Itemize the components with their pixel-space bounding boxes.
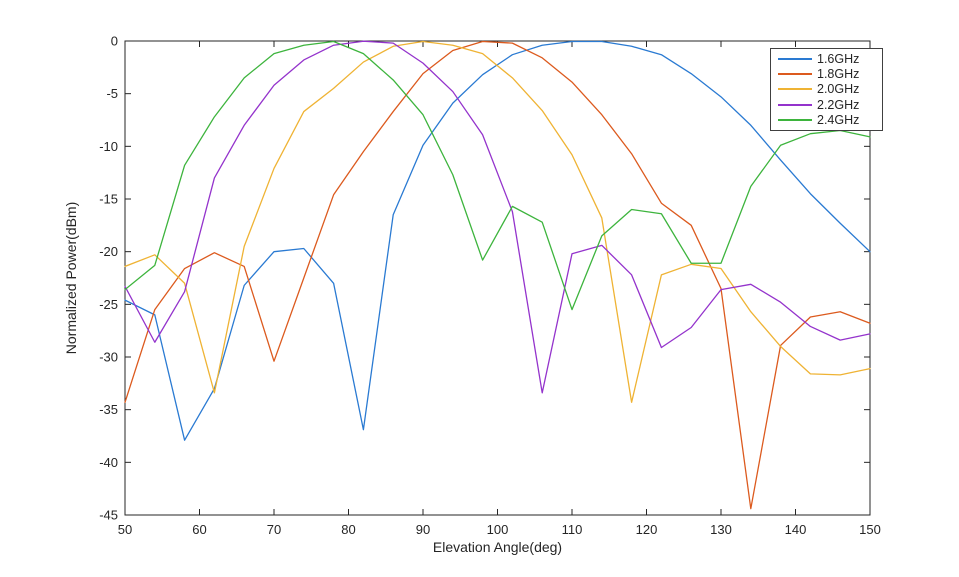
y-tick-label: -15 (99, 192, 118, 207)
legend-entry-2.0GHz: 2.0GHz (771, 82, 882, 97)
legend-entry-2.2GHz: 2.2GHz (771, 97, 882, 112)
x-tick-label: 110 (562, 522, 583, 537)
legend-label: 1.6GHz (817, 51, 860, 66)
x-axis-label: Elevation Angle(deg) (433, 539, 562, 555)
legend-label: 1.8GHz (817, 67, 860, 82)
legend-label: 2.2GHz (817, 97, 860, 112)
legend-line-swatch (778, 88, 812, 91)
series-line-2.2GHz (124, 40, 871, 394)
legend-entry-1.6GHz: 1.6GHz (771, 51, 882, 66)
y-tick-label: 0 (111, 34, 118, 49)
y-tick-label: -10 (99, 139, 118, 154)
y-tick-label: -45 (99, 508, 118, 523)
series-line-2.0GHz (124, 40, 871, 403)
legend-line-swatch (778, 73, 812, 76)
legend-label: 2.4GHz (817, 113, 860, 128)
y-tick-label: -40 (99, 455, 118, 470)
y-axis-label: Normalized Power(dBm) (63, 202, 79, 354)
x-tick-label: 120 (636, 522, 658, 537)
x-tick-label: 60 (192, 522, 206, 537)
legend: 1.6GHz 1.8GHz 2.0GHz 2.2GHz 2.4GHz (770, 48, 883, 131)
series-line-2.4GHz (124, 40, 871, 311)
legend-label: 2.0GHz (817, 82, 860, 97)
x-tick-label: 140 (785, 522, 807, 537)
series-line-1.8GHz (124, 40, 871, 510)
x-tick-label: 90 (416, 522, 430, 537)
series-line-1.6GHz (124, 40, 871, 441)
legend-entry-2.4GHz: 2.4GHz (771, 113, 882, 128)
legend-entry-1.8GHz: 1.8GHz (771, 67, 882, 82)
x-tick-label: 100 (487, 522, 509, 537)
x-tick-label: 50 (118, 522, 132, 537)
x-tick-label: 80 (341, 522, 355, 537)
y-tick-label: -35 (99, 402, 118, 417)
y-tick-label: -25 (99, 297, 118, 312)
x-tick-label: 130 (710, 522, 732, 537)
legend-line-swatch (778, 103, 812, 106)
y-tick-label: -30 (99, 350, 118, 365)
legend-line-swatch (778, 119, 812, 122)
x-tick-label: 70 (267, 522, 281, 537)
y-tick-label: -5 (106, 86, 118, 101)
legend-line-swatch (778, 57, 812, 60)
x-tick-label: 150 (859, 522, 881, 537)
y-tick-label: -20 (99, 244, 118, 259)
axes-box (124, 40, 871, 516)
